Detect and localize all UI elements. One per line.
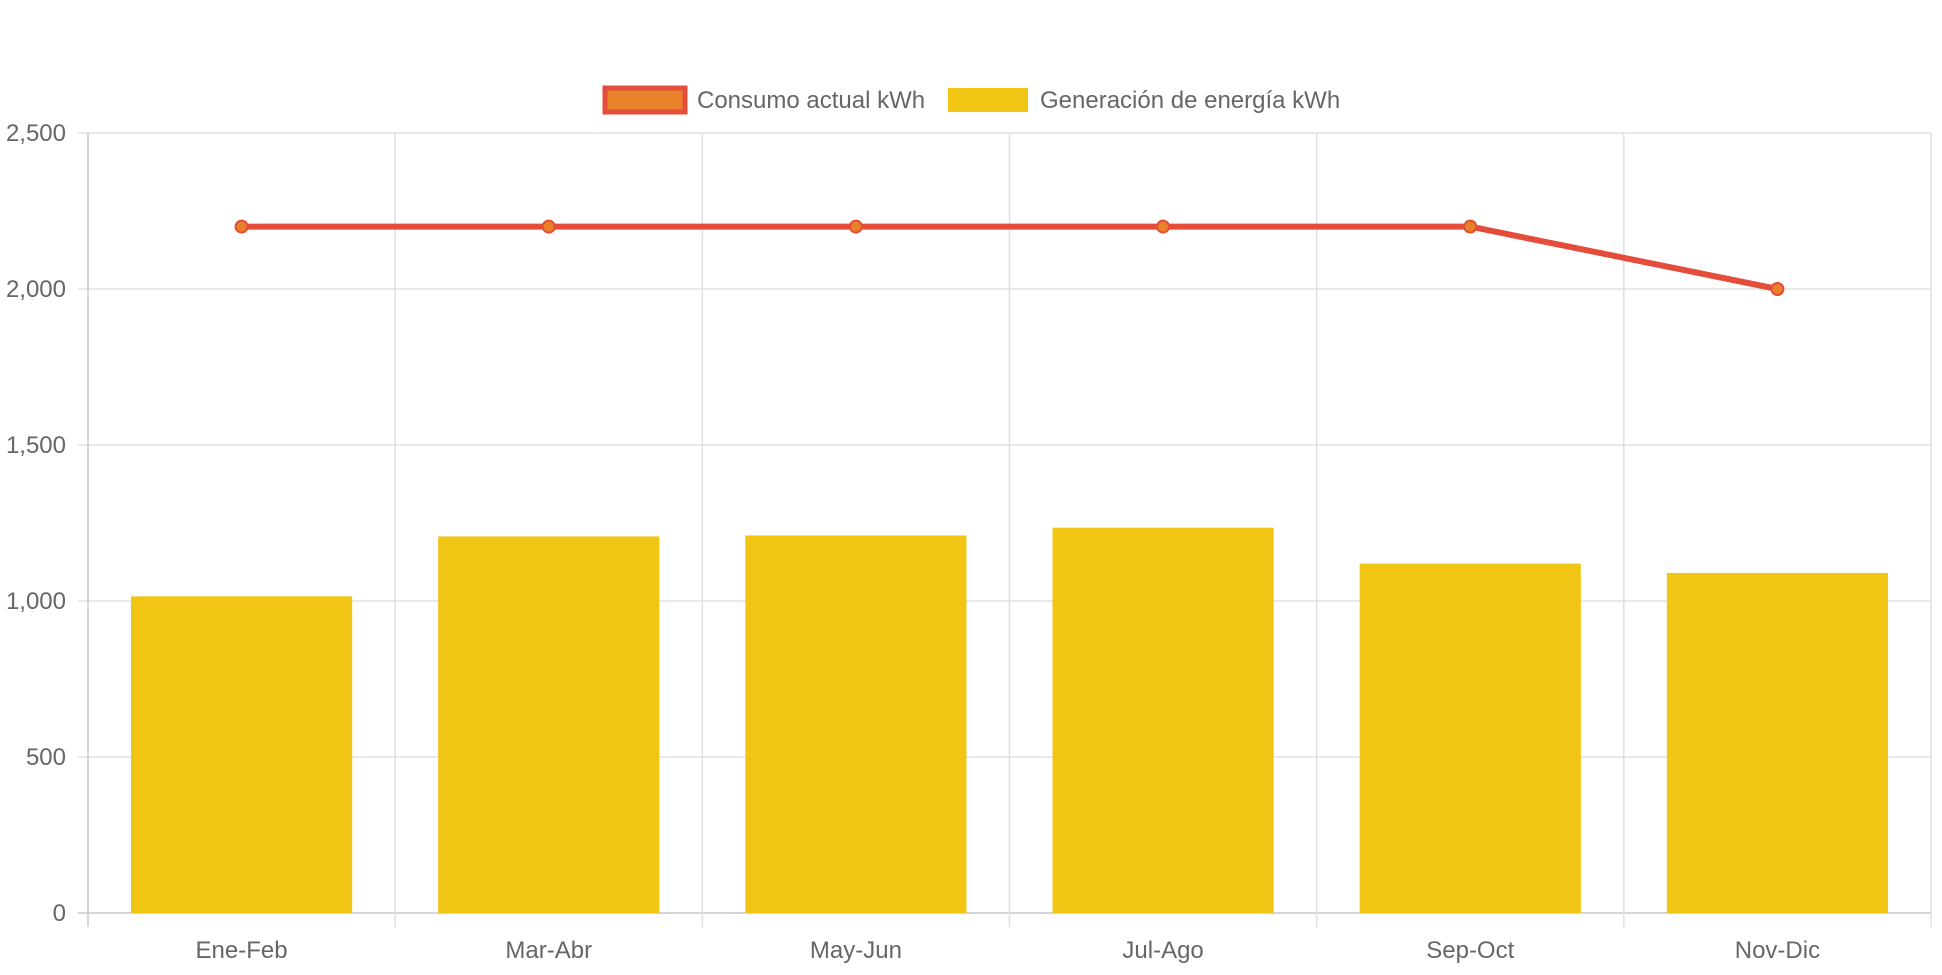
bar bbox=[1666, 572, 1888, 913]
legend: Consumo actual kWh Generación de energía… bbox=[602, 85, 1340, 115]
line-point bbox=[848, 219, 863, 234]
legend-swatch-consumo[interactable] bbox=[602, 85, 688, 115]
bar bbox=[131, 596, 353, 913]
legend-label-consumo[interactable]: Consumo actual kWh bbox=[697, 87, 925, 114]
y-tick-label: 500 bbox=[26, 744, 66, 771]
bar-series bbox=[131, 527, 1888, 913]
line-point bbox=[234, 219, 249, 234]
bar bbox=[745, 535, 967, 913]
x-tick-label: Sep-Oct bbox=[1426, 937, 1514, 964]
x-tick-label: Mar-Abr bbox=[505, 937, 592, 964]
y-tick-label: 0 bbox=[53, 900, 66, 927]
line-point bbox=[1156, 219, 1171, 234]
x-tick-label: Nov-Dic bbox=[1735, 937, 1820, 964]
y-tick-label: 2,500 bbox=[6, 120, 66, 147]
x-tick-label: Jul-Ago bbox=[1122, 937, 1203, 964]
line-point bbox=[1463, 219, 1478, 234]
legend-label-generacion[interactable]: Generación de energía kWh bbox=[1040, 87, 1340, 114]
x-tick-label: Ene-Feb bbox=[196, 937, 288, 964]
bar bbox=[438, 536, 660, 913]
line-point bbox=[1770, 282, 1785, 296]
bar bbox=[1359, 563, 1581, 913]
series-line bbox=[241, 223, 1779, 292]
grid bbox=[78, 132, 1932, 927]
line-series bbox=[234, 219, 1785, 296]
y-tick-label: 1,500 bbox=[6, 432, 66, 459]
bar bbox=[1052, 527, 1274, 913]
axes: 0 500 1,000 1,500 2,000 2,500 Ene-Feb Mar-Abr Ma… bbox=[6, 120, 1820, 964]
legend-swatch-generacion[interactable] bbox=[948, 88, 1028, 112]
line-point bbox=[541, 219, 556, 234]
y-tick-label: 1,000 bbox=[6, 588, 66, 615]
x-tick-label: May-Jun bbox=[810, 937, 902, 964]
y-tick-label: 2,000 bbox=[6, 276, 66, 303]
